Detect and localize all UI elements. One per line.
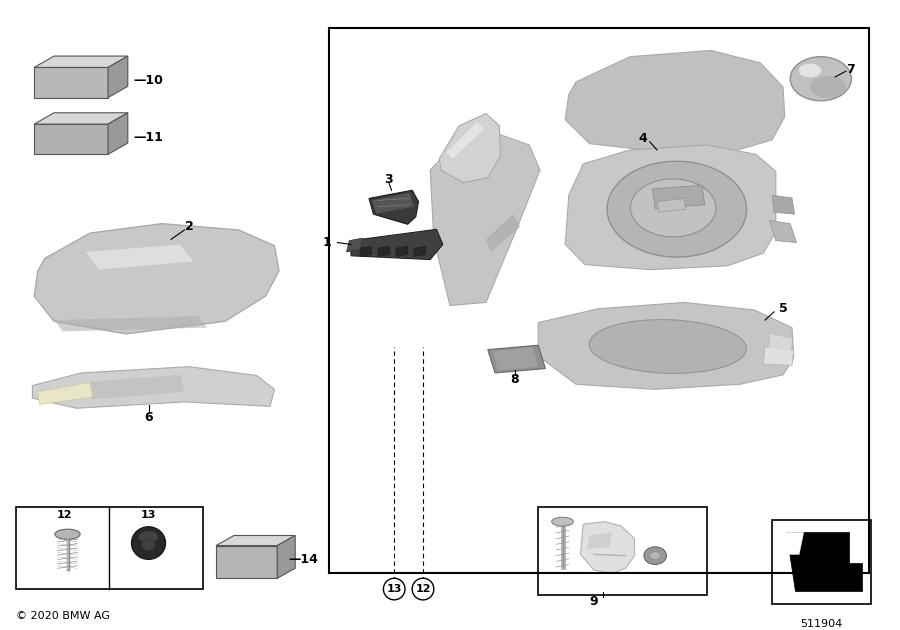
Ellipse shape (139, 531, 158, 542)
Ellipse shape (790, 57, 851, 101)
Text: —14: —14 (288, 553, 318, 566)
Polygon shape (108, 56, 128, 98)
Text: —11: —11 (133, 131, 163, 144)
Polygon shape (38, 382, 94, 404)
Polygon shape (436, 146, 486, 173)
Ellipse shape (650, 552, 661, 560)
Polygon shape (34, 224, 279, 334)
Polygon shape (34, 56, 128, 67)
Bar (16, 507, 202, 589)
Polygon shape (652, 185, 705, 209)
Polygon shape (488, 345, 545, 373)
Polygon shape (770, 220, 796, 243)
Polygon shape (587, 532, 612, 549)
Polygon shape (565, 50, 785, 151)
Bar (772, 520, 871, 604)
Polygon shape (580, 522, 634, 573)
Ellipse shape (608, 161, 746, 257)
Ellipse shape (810, 76, 846, 98)
Text: 3: 3 (384, 173, 393, 186)
Text: 12: 12 (415, 584, 431, 594)
Polygon shape (34, 113, 128, 124)
Text: 5: 5 (778, 302, 788, 315)
Polygon shape (216, 546, 277, 578)
Polygon shape (396, 246, 408, 256)
Polygon shape (34, 124, 108, 154)
Polygon shape (786, 532, 862, 591)
Text: 8: 8 (510, 374, 519, 386)
Polygon shape (351, 229, 443, 260)
Polygon shape (486, 214, 520, 252)
Text: 12: 12 (57, 510, 73, 520)
Polygon shape (763, 346, 794, 365)
Text: 4: 4 (638, 132, 647, 145)
Polygon shape (216, 536, 295, 546)
Polygon shape (108, 113, 128, 154)
Text: 13: 13 (140, 510, 157, 520)
Text: © 2020 BMW AG: © 2020 BMW AG (16, 611, 110, 621)
Text: 9: 9 (590, 595, 598, 608)
Polygon shape (90, 375, 184, 399)
Bar (538, 507, 706, 595)
Polygon shape (32, 367, 274, 408)
Text: 6: 6 (144, 411, 153, 423)
Polygon shape (538, 302, 794, 389)
Text: 1: 1 (322, 236, 331, 249)
Polygon shape (34, 67, 108, 98)
Polygon shape (414, 246, 426, 256)
Bar (328, 28, 868, 573)
Polygon shape (430, 132, 540, 306)
Polygon shape (770, 334, 792, 352)
Polygon shape (378, 246, 390, 256)
Polygon shape (372, 193, 414, 214)
Polygon shape (277, 536, 295, 578)
Polygon shape (360, 246, 372, 256)
Polygon shape (772, 195, 795, 214)
Text: 7: 7 (846, 63, 855, 76)
Ellipse shape (552, 517, 573, 526)
Polygon shape (565, 145, 776, 270)
Ellipse shape (142, 539, 155, 551)
Ellipse shape (131, 527, 166, 559)
Polygon shape (346, 238, 363, 252)
Text: —10: —10 (133, 74, 163, 87)
Ellipse shape (644, 547, 666, 564)
Ellipse shape (799, 64, 821, 77)
Ellipse shape (590, 319, 746, 374)
Text: 2: 2 (184, 220, 194, 233)
Text: 13: 13 (386, 584, 402, 594)
Ellipse shape (55, 529, 80, 539)
Polygon shape (657, 198, 686, 212)
Polygon shape (446, 122, 484, 159)
Polygon shape (369, 190, 419, 224)
Polygon shape (439, 113, 500, 183)
Polygon shape (86, 244, 194, 270)
Polygon shape (493, 347, 538, 370)
Polygon shape (54, 316, 207, 331)
Text: 511904: 511904 (801, 619, 842, 629)
Ellipse shape (631, 179, 716, 237)
Polygon shape (786, 532, 804, 554)
